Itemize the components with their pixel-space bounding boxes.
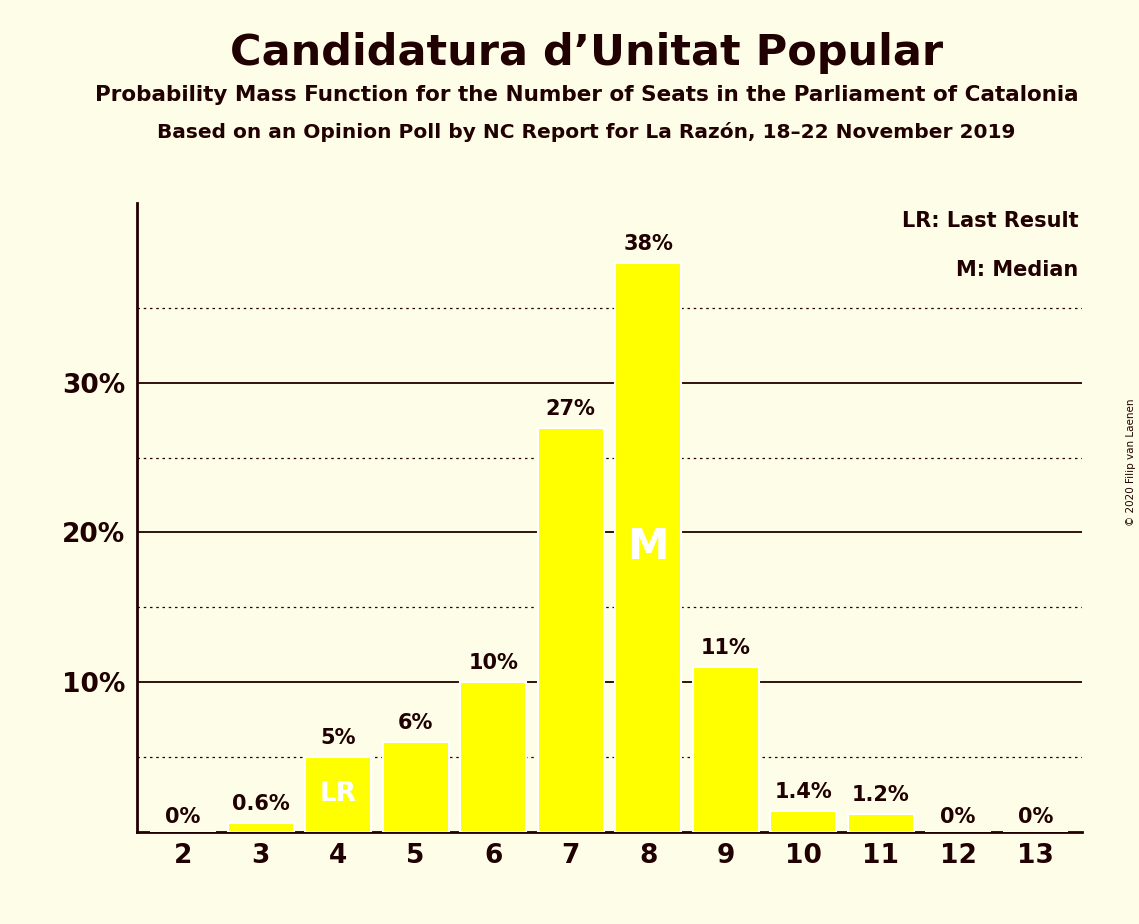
- Bar: [847, 814, 913, 832]
- Text: 10%: 10%: [468, 653, 518, 673]
- Text: M: M: [628, 527, 669, 568]
- Text: 0%: 0%: [165, 807, 200, 827]
- Bar: [383, 742, 449, 832]
- Text: 11%: 11%: [700, 638, 751, 658]
- Bar: [693, 667, 759, 832]
- Text: 5%: 5%: [320, 728, 355, 748]
- Text: 0%: 0%: [1018, 807, 1054, 827]
- Text: 27%: 27%: [546, 398, 596, 419]
- Text: 38%: 38%: [623, 234, 673, 254]
- Bar: [460, 682, 526, 832]
- Text: 0%: 0%: [941, 807, 976, 827]
- Bar: [770, 810, 836, 832]
- Bar: [538, 428, 604, 832]
- Bar: [228, 822, 294, 832]
- Text: Candidatura d’Unitat Popular: Candidatura d’Unitat Popular: [230, 32, 943, 74]
- Text: © 2020 Filip van Laenen: © 2020 Filip van Laenen: [1126, 398, 1136, 526]
- Text: LR: LR: [320, 781, 357, 808]
- Text: 1.4%: 1.4%: [775, 782, 831, 802]
- Text: M: Median: M: Median: [956, 261, 1079, 280]
- Text: Probability Mass Function for the Number of Seats in the Parliament of Catalonia: Probability Mass Function for the Number…: [95, 85, 1079, 105]
- Text: 6%: 6%: [398, 712, 433, 733]
- Text: 1.2%: 1.2%: [852, 784, 909, 805]
- Bar: [615, 263, 681, 832]
- Text: 0.6%: 0.6%: [232, 794, 289, 814]
- Text: Based on an Opinion Poll by NC Report for La Razón, 18–22 November 2019: Based on an Opinion Poll by NC Report fo…: [157, 122, 1016, 142]
- Bar: [305, 757, 371, 832]
- Text: LR: Last Result: LR: Last Result: [902, 211, 1079, 231]
